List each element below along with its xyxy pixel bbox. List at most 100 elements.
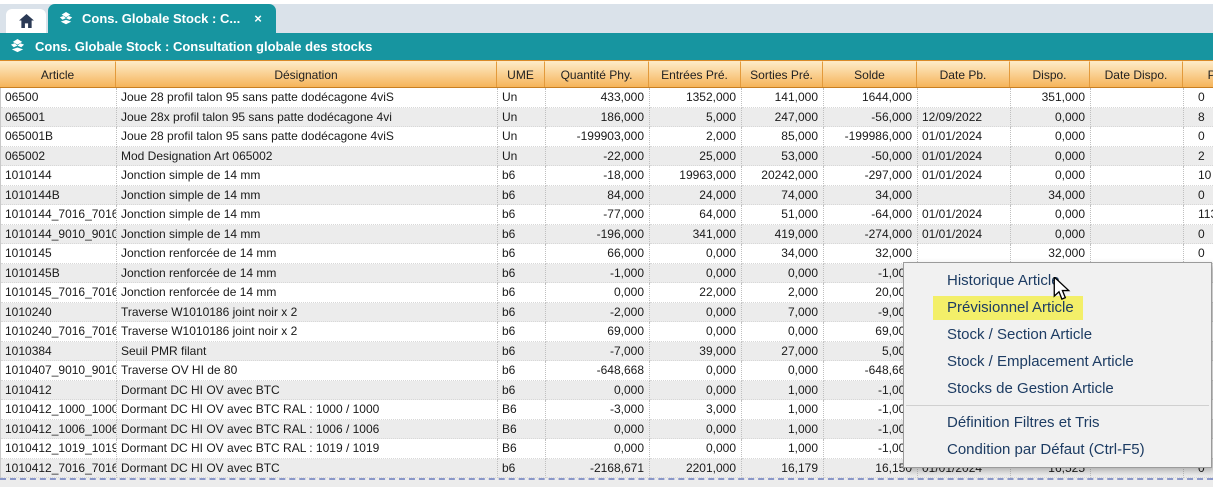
cell-solde: -56,000 (824, 107, 918, 127)
cell-sorties: 1,000 (742, 439, 824, 459)
menu-item-condition-par-d-faut-ctrl-f5[interactable]: Condition par Défaut (Ctrl-F5) (904, 436, 1211, 463)
cell-entrees: 341,000 (650, 224, 742, 244)
table-row[interactable]: 1010144_7016_7016 Jonction simple de 14 m… (1, 205, 1213, 225)
cell-entrees: 0,000 (650, 263, 742, 283)
cell-sorties: 247,000 (742, 107, 824, 127)
column-header-date-dispo[interactable]: Date Dispo. (1090, 61, 1183, 87)
table-row[interactable]: 06500 Joue 28 profil talon 95 sans patte … (1, 88, 1213, 108)
menu-item-d-finition-filtres-et-tris[interactable]: Définition Filtres et Tris (904, 409, 1211, 436)
cell-entrees: 0,000 (650, 302, 742, 322)
cell-ume: B6 (498, 439, 546, 459)
cell-designation: Jonction simple de 14 mm (117, 224, 498, 244)
cell-sorties: 2,000 (742, 283, 824, 303)
column-header-entrees[interactable]: Entrées Pré. (649, 61, 741, 87)
tab-home[interactable] (6, 9, 46, 33)
column-header-solde[interactable]: Solde (823, 61, 917, 87)
table-header: Article Désignation UME Quantité Phy. Entrée… (0, 60, 1213, 88)
menu-item-pr-visionnel-article[interactable]: Prévisionnel Article (904, 294, 1211, 321)
table-row[interactable]: 065002 Mod Designation Art 065002 Un -22,00… (1, 146, 1213, 166)
cell-date-pb (918, 88, 1011, 108)
cell-designation: Joue 28 profil talon 95 sans patte dodéc… (117, 127, 498, 147)
table-row[interactable]: 1010145 Jonction renforcée de 14 mm b6 66,0… (1, 244, 1213, 264)
column-header-pu[interactable]: PU (1183, 61, 1213, 87)
table-row[interactable]: 1010144_9010_9010 Jonction simple de 14 m… (1, 224, 1213, 244)
table-row[interactable]: 065001 Joue 28x profil talon 95 sans patt… (1, 107, 1213, 127)
cell-entrees: 0,000 (650, 419, 742, 439)
cell-designation: Dormant DC HI OV avec BTC RAL : 1019 / 1… (117, 439, 498, 459)
cell-sorties: 85,000 (742, 127, 824, 147)
menu-item-label: Condition par Défaut (Ctrl-F5) (947, 441, 1145, 458)
cell-qte-phy: -648,668 (546, 361, 650, 381)
table-footer-strip (0, 478, 1213, 487)
table-row[interactable]: 1010144B Jonction simple de 14 mm b6 84,000… (1, 185, 1213, 205)
cell-qte-phy: 69,000 (546, 322, 650, 342)
cell-qte-phy: -196,000 (546, 224, 650, 244)
tab-close-icon[interactable]: × (254, 11, 262, 26)
column-header-date-pb[interactable]: Date Pb. (917, 61, 1010, 87)
menu-item-stock-emplacement-article[interactable]: Stock / Emplacement Article (904, 348, 1211, 375)
cell-date-pb: 12/09/2022 (918, 107, 1011, 127)
cell-pu: 0 (1184, 225, 1213, 244)
column-header-sorties[interactable]: Sorties Pré. (741, 61, 823, 87)
cell-ume: b6 (498, 322, 546, 342)
cell-pu: 0 (1184, 244, 1213, 264)
cell-designation: Joue 28x profil talon 95 sans patte dodé… (117, 107, 498, 127)
stock-icon (59, 11, 73, 24)
column-header-dispo[interactable]: Dispo. (1010, 61, 1090, 87)
cell-qte-phy: 84,000 (546, 185, 650, 205)
cell-solde: -297,000 (824, 166, 918, 186)
cell-solde: 34,000 (824, 185, 918, 205)
cell-article: 065001 (1, 107, 117, 127)
cell-designation: Traverse OV HI de 80 (117, 361, 498, 381)
cell-qte-phy: -2168,671 (546, 458, 650, 478)
column-header-ume[interactable]: UME (497, 61, 545, 87)
menu-item-stock-section-article[interactable]: Stock / Section Article (904, 321, 1211, 348)
menu-item-stocks-de-gestion-article[interactable]: Stocks de Gestion Article (904, 375, 1211, 402)
cell-designation: Dormant DC HI OV avec BTC (117, 458, 498, 478)
table-row[interactable]: 1010144 Jonction simple de 14 mm b6 -18,000… (1, 166, 1213, 186)
column-header-article[interactable]: Article (0, 61, 116, 87)
cell-ume: b6 (498, 283, 546, 303)
cell-article: 1010144 (1, 166, 117, 186)
menu-item-label: Stock / Emplacement Article (947, 353, 1134, 370)
tab-bar: Cons. Globale Stock : C... × (0, 0, 1213, 33)
cell-designation: Jonction simple de 14 mm (117, 185, 498, 205)
cell-entrees: 1352,000 (650, 88, 742, 108)
cell-article: 065001B (1, 127, 117, 147)
cell-ume: b6 (498, 205, 546, 225)
column-header-qte-phy[interactable]: Quantité Phy. (545, 61, 649, 87)
cell-date-dispo (1091, 205, 1184, 225)
cell-ume: b6 (498, 224, 546, 244)
menu-item-historique-article[interactable]: Historique Article (904, 267, 1211, 294)
tab-cons-globale-stock[interactable]: Cons. Globale Stock : C... × (48, 4, 276, 33)
cell-ume: b6 (498, 380, 546, 400)
cell-sorties: 0,000 (742, 361, 824, 381)
cell-qte-phy: 0,000 (546, 380, 650, 400)
cell-pu: 10 (1184, 166, 1213, 186)
cell-article: 065002 (1, 146, 117, 166)
menu-item-label: Stock / Section Article (947, 326, 1093, 343)
cell-dispo: 0,000 (1011, 166, 1091, 186)
cell-designation: Jonction simple de 14 mm (117, 205, 498, 225)
cell-sorties: 16,179 (742, 458, 824, 478)
cell-entrees: 0,000 (650, 244, 742, 264)
cell-entrees: 0,000 (650, 439, 742, 459)
cell-solde: 32,000 (824, 244, 918, 264)
column-header-designation[interactable]: Désignation (116, 61, 497, 87)
cell-qte-phy: -2,000 (546, 302, 650, 322)
cell-solde: -199986,000 (824, 127, 918, 147)
cell-date-pb: 01/01/2024 (918, 127, 1011, 147)
cell-designation: Joue 28 profil talon 95 sans patte dodéc… (117, 88, 498, 108)
cell-date-pb: 01/01/2024 (918, 224, 1011, 244)
cell-entrees: 24,000 (650, 185, 742, 205)
cell-ume: b6 (498, 185, 546, 205)
cell-date-dispo (1091, 127, 1184, 147)
cell-article: 1010240 (1, 302, 117, 322)
cell-ume: Un (498, 88, 546, 108)
cell-ume: b6 (498, 166, 546, 186)
cell-qte-phy: 433,000 (546, 88, 650, 108)
cell-entrees: 64,000 (650, 205, 742, 225)
table-row[interactable]: 065001B Joue 28 profil talon 95 sans patt… (1, 127, 1213, 147)
cell-qte-phy: -3,000 (546, 400, 650, 420)
cell-entrees: 2,000 (650, 127, 742, 147)
